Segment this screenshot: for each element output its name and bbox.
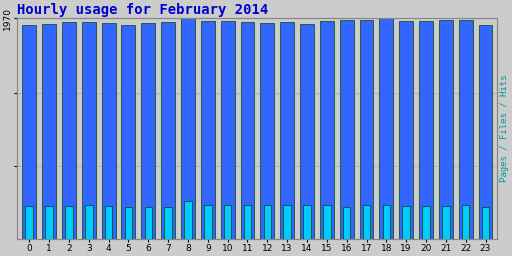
Bar <box>439 20 453 239</box>
Bar <box>105 206 112 239</box>
Bar <box>382 205 390 239</box>
Bar <box>204 205 211 239</box>
Bar <box>422 206 430 239</box>
Bar <box>300 24 314 239</box>
Bar <box>479 25 493 239</box>
Bar <box>181 18 195 239</box>
Bar <box>141 23 155 239</box>
Bar <box>124 207 132 239</box>
Bar <box>379 18 393 239</box>
Bar <box>26 206 33 239</box>
Bar <box>399 21 413 239</box>
Bar <box>402 206 410 239</box>
Bar <box>359 20 373 239</box>
Y-axis label: Pages / Files / Hits: Pages / Files / Hits <box>500 74 509 182</box>
Bar <box>323 205 331 239</box>
Bar <box>280 22 294 239</box>
Bar <box>45 206 53 239</box>
Bar <box>244 205 251 239</box>
Bar <box>201 21 215 239</box>
Bar <box>184 201 191 239</box>
Bar <box>303 205 311 239</box>
Bar <box>144 207 152 239</box>
Bar <box>164 207 172 239</box>
Bar <box>62 22 76 239</box>
Bar <box>462 205 470 239</box>
Bar <box>283 205 291 239</box>
Bar <box>320 21 334 239</box>
Bar <box>65 206 73 239</box>
Bar <box>264 205 271 239</box>
Bar <box>102 23 116 239</box>
Bar <box>459 20 473 239</box>
Bar <box>42 24 56 239</box>
Bar <box>224 205 231 239</box>
Bar <box>419 21 433 239</box>
Bar <box>482 207 489 239</box>
Bar <box>221 21 234 239</box>
Bar <box>161 22 175 239</box>
Bar <box>442 206 450 239</box>
Bar <box>343 207 350 239</box>
Bar <box>85 205 93 239</box>
Bar <box>23 25 36 239</box>
Bar <box>241 22 254 239</box>
Bar <box>340 19 354 239</box>
Text: Hourly usage for February 2014: Hourly usage for February 2014 <box>17 3 269 17</box>
Bar <box>261 23 274 239</box>
Bar <box>362 205 370 239</box>
Bar <box>82 23 96 239</box>
Bar <box>121 25 135 239</box>
